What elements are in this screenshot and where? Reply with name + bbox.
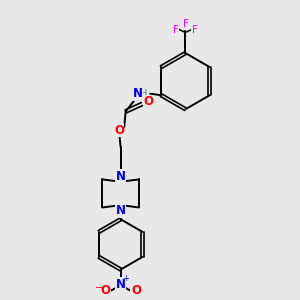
Text: −: −: [95, 283, 104, 293]
Text: F: F: [192, 25, 198, 35]
Text: N: N: [133, 87, 142, 100]
Text: F: F: [182, 19, 188, 29]
Text: +: +: [122, 274, 129, 284]
Text: N: N: [116, 204, 126, 217]
Text: N: N: [116, 278, 126, 291]
Text: O: O: [131, 284, 141, 297]
Text: O: O: [114, 124, 124, 137]
Text: H: H: [140, 89, 147, 99]
Text: N: N: [116, 170, 126, 183]
Text: O: O: [100, 284, 110, 297]
Text: F: F: [173, 25, 179, 35]
Text: O: O: [143, 95, 153, 108]
